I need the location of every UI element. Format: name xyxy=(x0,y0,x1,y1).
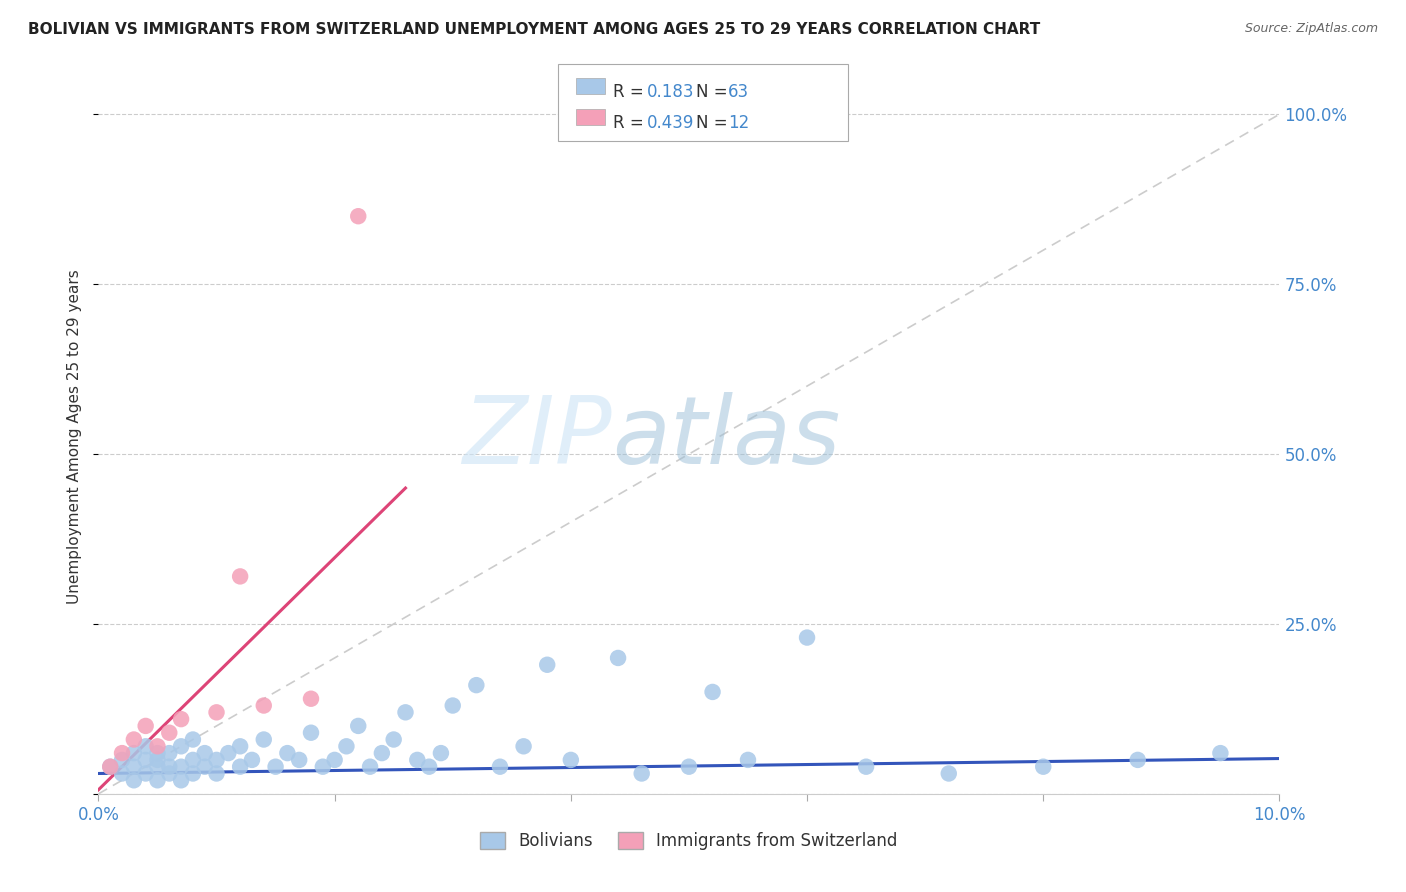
Point xyxy=(205,753,228,767)
Point xyxy=(796,631,818,645)
Point xyxy=(146,760,169,774)
Point xyxy=(264,760,287,774)
Text: N =: N = xyxy=(696,83,733,101)
Point xyxy=(229,739,252,754)
Point xyxy=(135,719,157,733)
Point xyxy=(146,773,169,788)
Point xyxy=(288,753,311,767)
Point xyxy=(135,739,157,754)
Point xyxy=(111,753,134,767)
Point xyxy=(630,766,652,780)
Text: BOLIVIAN VS IMMIGRANTS FROM SWITZERLAND UNEMPLOYMENT AMONG AGES 25 TO 29 YEARS C: BOLIVIAN VS IMMIGRANTS FROM SWITZERLAND … xyxy=(28,22,1040,37)
Point xyxy=(146,739,169,754)
Text: Source: ZipAtlas.com: Source: ZipAtlas.com xyxy=(1244,22,1378,36)
Point xyxy=(512,739,534,754)
Point xyxy=(1209,746,1232,760)
Point xyxy=(359,760,381,774)
Point xyxy=(371,746,394,760)
Point xyxy=(146,746,169,760)
Point xyxy=(217,746,239,760)
Point xyxy=(299,691,322,706)
Text: 0.183: 0.183 xyxy=(647,83,695,101)
Point xyxy=(347,209,370,223)
Point xyxy=(678,760,700,774)
Point xyxy=(135,753,157,767)
Point xyxy=(122,732,145,747)
Point xyxy=(98,760,121,774)
Point xyxy=(157,725,180,739)
Point xyxy=(1126,753,1149,767)
Point xyxy=(229,569,252,583)
Point xyxy=(607,651,630,665)
Point xyxy=(465,678,488,692)
Point xyxy=(299,725,322,739)
Point xyxy=(157,760,180,774)
Point xyxy=(855,760,877,774)
Point xyxy=(111,766,134,780)
Point xyxy=(441,698,464,713)
Point xyxy=(560,753,582,767)
Point xyxy=(170,760,193,774)
Point xyxy=(430,746,453,760)
Text: ZIP: ZIP xyxy=(463,392,612,483)
Text: R =: R = xyxy=(613,83,650,101)
Point xyxy=(702,685,724,699)
Text: N =: N = xyxy=(696,114,733,132)
Point xyxy=(382,732,405,747)
Point xyxy=(170,712,193,726)
Point xyxy=(737,753,759,767)
Point xyxy=(276,746,298,760)
Point xyxy=(205,706,228,720)
Point xyxy=(181,732,204,747)
Point xyxy=(146,753,169,767)
Point xyxy=(1032,760,1054,774)
Text: 63: 63 xyxy=(728,83,749,101)
Legend: Bolivians, Immigrants from Switzerland: Bolivians, Immigrants from Switzerland xyxy=(474,825,904,857)
Point xyxy=(312,760,335,774)
Text: R =: R = xyxy=(613,114,650,132)
Point xyxy=(347,719,370,733)
Point xyxy=(181,753,204,767)
Point xyxy=(194,760,217,774)
Text: 0.439: 0.439 xyxy=(647,114,695,132)
Point xyxy=(181,766,204,780)
Point xyxy=(323,753,346,767)
Point xyxy=(135,766,157,780)
Point xyxy=(406,753,429,767)
Point xyxy=(122,760,145,774)
Y-axis label: Unemployment Among Ages 25 to 29 years: Unemployment Among Ages 25 to 29 years xyxy=(67,269,83,605)
Point xyxy=(394,706,416,720)
Point xyxy=(240,753,263,767)
Text: 12: 12 xyxy=(728,114,749,132)
Point xyxy=(122,773,145,788)
Point xyxy=(536,657,558,672)
Point xyxy=(157,746,180,760)
Point xyxy=(253,698,276,713)
Point xyxy=(418,760,440,774)
Point xyxy=(157,766,180,780)
Point xyxy=(122,746,145,760)
Point xyxy=(170,739,193,754)
Point xyxy=(335,739,357,754)
Point xyxy=(205,766,228,780)
Point xyxy=(253,732,276,747)
Point xyxy=(111,746,134,760)
Text: atlas: atlas xyxy=(612,392,841,483)
Point xyxy=(194,746,217,760)
Point xyxy=(938,766,960,780)
Point xyxy=(98,760,121,774)
Point xyxy=(489,760,512,774)
Point xyxy=(229,760,252,774)
Point xyxy=(170,773,193,788)
